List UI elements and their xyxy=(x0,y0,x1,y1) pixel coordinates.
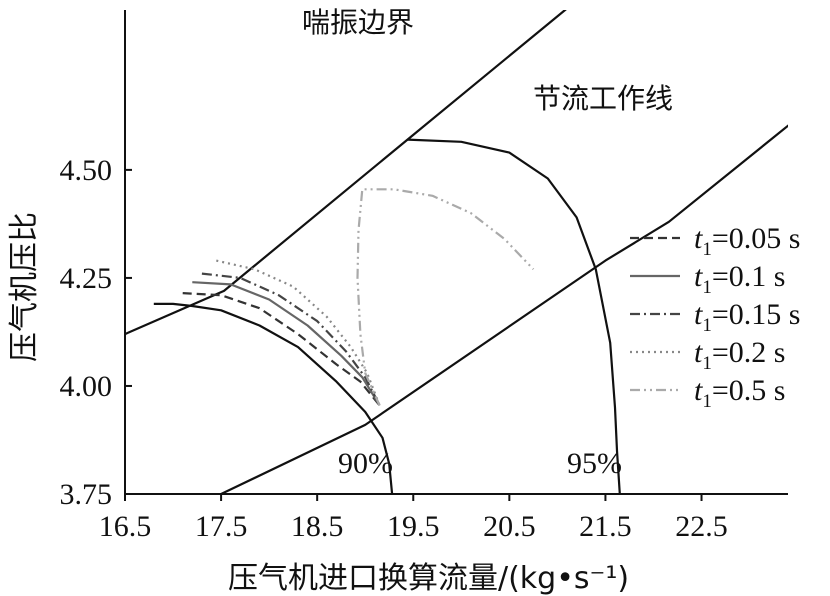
x-tick-label: 19.5 xyxy=(387,510,440,543)
speed-90-line xyxy=(153,302,394,494)
surge-boundary-label: 喘振边界 xyxy=(302,6,414,39)
legend-label-2: t1=0.15 s xyxy=(694,298,800,336)
y-tick-label: 4.50 xyxy=(60,154,113,187)
speed-95-line xyxy=(407,138,621,494)
x-tick-label: 17.5 xyxy=(195,510,248,543)
legend-label-4: t1=0.5 s xyxy=(694,374,785,412)
x-tick-label: 18.5 xyxy=(291,510,344,543)
throttle-line-line xyxy=(220,124,788,494)
legend-label-1: t1=0.1 s xyxy=(694,260,785,298)
series-line-4 xyxy=(356,188,535,406)
series-line-2 xyxy=(201,272,381,406)
y-tick-label: 3.75 xyxy=(60,478,113,511)
speed-90-label: 90% xyxy=(338,447,393,480)
axes xyxy=(124,10,788,495)
x-tick-label: 16.5 xyxy=(99,510,152,543)
x-ticks: 16.5 17.5 18.5 19.5 20.5 21.5 22.5 xyxy=(99,494,728,543)
series-line-3 xyxy=(216,259,381,406)
x-tick-label: 21.5 xyxy=(579,510,632,543)
legend-label-3: t1=0.2 s xyxy=(694,336,785,374)
x-axis-label: 压气机进口换算流量/(kg•s⁻¹) xyxy=(228,561,629,596)
y-axis-label: 压气机压比 xyxy=(7,212,42,362)
speed-95-label: 95% xyxy=(567,447,622,480)
y-tick-label: 4.00 xyxy=(60,370,113,403)
y-ticks: 3.75 4.00 4.25 4.50 xyxy=(60,154,132,511)
x-tick-label: 20.5 xyxy=(483,510,536,543)
legend: t1=0.05 st1=0.1 st1=0.15 st1=0.2 st1=0.5… xyxy=(630,222,800,412)
y-tick-label: 4.25 xyxy=(60,262,113,295)
legend-label-0: t1=0.05 s xyxy=(694,222,800,260)
series-group xyxy=(182,188,535,407)
series-line-0 xyxy=(182,292,381,407)
throttle-line-label: 节流工作线 xyxy=(533,82,673,115)
x-tick-label: 22.5 xyxy=(675,510,728,543)
reference-lines xyxy=(125,10,788,494)
series-line-1 xyxy=(192,281,381,406)
